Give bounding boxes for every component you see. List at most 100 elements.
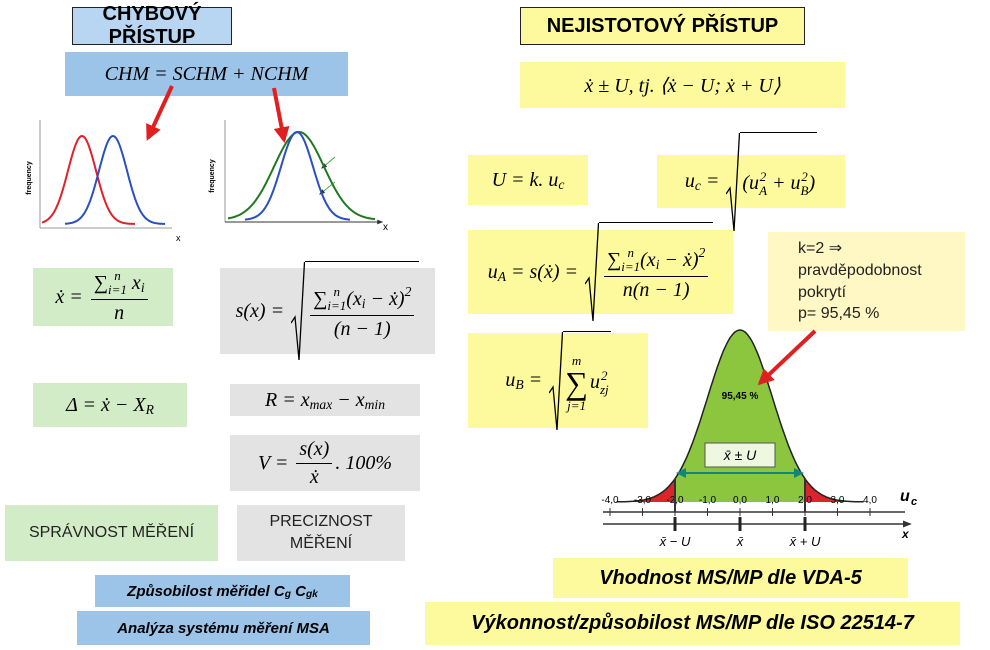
marker-label: x̄ + U: [789, 534, 821, 549]
tick-label: 4,0: [863, 495, 877, 506]
arrow: [757, 329, 817, 386]
subscript: gk: [305, 589, 318, 601]
axis-label: x: [901, 527, 910, 541]
formula-text: CHM = SCHM + NCHM: [104, 62, 309, 85]
superscript: 2: [404, 284, 412, 300]
tail-area: [805, 478, 857, 502]
uncertainty-equation: ẋ ± U, tj. ⟨ẋ − U; ẋ + U⟩: [520, 62, 845, 108]
marker-label: x̄: [736, 534, 744, 549]
tick-label: 0,0: [733, 495, 747, 506]
formula-text: x: [126, 271, 141, 294]
tick-label: -4,0: [601, 495, 619, 506]
formula-text: R = x: [264, 388, 310, 411]
subscript: R: [145, 401, 154, 417]
tick-label: 1,0: [766, 495, 780, 506]
note-line: k=2 ⇒: [798, 240, 843, 258]
fraction: ∑ n i=1 (x i − ẋ) 2 (n − 1): [310, 284, 415, 341]
formula-text: (n − 1): [333, 317, 391, 340]
subscript: min: [364, 396, 385, 412]
subscript: i=1: [327, 298, 347, 313]
subscript: i=1: [108, 282, 127, 297]
subscript: i: [655, 256, 660, 272]
square-root: (u 2 A + u 2 B): [726, 131, 818, 232]
denominator: (n − 1): [331, 316, 394, 341]
limits: 2 zj: [600, 369, 609, 396]
formula: ẋ ± U, tj. ⟨ẋ − U; ẋ + U⟩: [584, 73, 780, 98]
denominator: ẋ: [307, 464, 322, 489]
formula-text: (x: [640, 248, 656, 271]
formula-text: ẋ ± U, tj. ⟨ẋ − U; ẋ + U⟩: [584, 74, 781, 97]
formula-text: ẋ: [309, 465, 319, 488]
fraction: ∑ n i=1 (x i − ẋ) 2 n(n − 1): [603, 245, 709, 302]
limits: n i=1: [621, 246, 640, 273]
curve: [227, 130, 376, 221]
square-root: ∑ n i=1 (x i − ẋ) 2 n(n − 1): [585, 222, 714, 322]
axis-label: frequency: [26, 161, 33, 195]
formula-text: u: [589, 371, 600, 393]
formula-text: Δ = ẋ − X: [66, 393, 146, 416]
denominator: n(n − 1): [620, 277, 693, 302]
formula-text: Způsobilost měřidel: [127, 582, 274, 600]
subscript: B: [515, 377, 524, 393]
left-title: CHYBOVÝ PŘÍSTUP: [72, 3, 232, 48]
tick-label: -3,0: [634, 495, 652, 506]
square-root: ∑ n i=1 (x i − ẋ) 2 (n − 1): [291, 261, 420, 361]
radicand: (u 2 A + u 2 B): [740, 131, 818, 232]
formula-text: U = k. u: [491, 168, 559, 191]
std-box: s(x) = ∑ n i=1 (x i − ẋ) 2 (n − 1): [220, 261, 435, 354]
axis-label: x: [383, 222, 388, 233]
formula-text: (x: [346, 287, 362, 310]
formula-text: − x: [332, 388, 365, 411]
formula-text: − ẋ): [365, 287, 405, 310]
arrow: [146, 85, 174, 141]
formula-text: ): [808, 172, 816, 194]
coverage-area: [675, 330, 805, 502]
axis-label: x: [176, 233, 181, 243]
formula-text: u: [684, 170, 695, 192]
note-line: p= 95,45 %: [798, 305, 880, 323]
formula: s(x) = ∑ n i=1 (x i − ẋ) 2 (n − 1): [236, 261, 420, 361]
superscript: 2: [759, 168, 767, 184]
formula-text: C: [290, 582, 306, 600]
numerator: ∑ n i=1 (x i − ẋ) 2: [310, 284, 415, 316]
formula-text: n(n − 1): [622, 278, 690, 301]
error-equation: CHM = SCHM + NCHM: [65, 52, 348, 96]
formula-text: s(x): [299, 437, 330, 460]
tail-area: [623, 478, 675, 502]
subscript: A: [759, 182, 768, 198]
iso-box: Výkonnost/způsobilost MS/MP dle ISO 2251…: [425, 602, 960, 645]
axis-label: frequency: [209, 159, 216, 193]
curve: [41, 134, 135, 225]
subscript: g: [284, 589, 291, 601]
accuracy-box: SPRÁVNOST MĚŘENÍ: [5, 505, 218, 561]
formula-text: = s(ẋ) =: [506, 260, 583, 283]
superscript: n: [333, 284, 341, 300]
formula-text: (u: [742, 172, 760, 194]
range-box: R = x max − x min: [230, 384, 420, 416]
fraction: s(x) ẋ: [296, 437, 333, 489]
operator: m ∑ j=1: [565, 354, 588, 412]
superscript: n: [627, 245, 634, 261]
curve: [616, 329, 864, 503]
numerator: ∑ n i=1 (x i − ẋ) 2: [603, 245, 709, 277]
formula-text: V =: [257, 451, 294, 474]
formula: R = x max − x min: [265, 389, 385, 412]
tick-label: -1,0: [699, 495, 717, 506]
subscript: i: [140, 279, 145, 295]
denominator: n: [111, 300, 127, 325]
superscript: 2: [801, 168, 808, 184]
formula-text: u: [505, 369, 516, 391]
subscript: c: [694, 178, 701, 194]
